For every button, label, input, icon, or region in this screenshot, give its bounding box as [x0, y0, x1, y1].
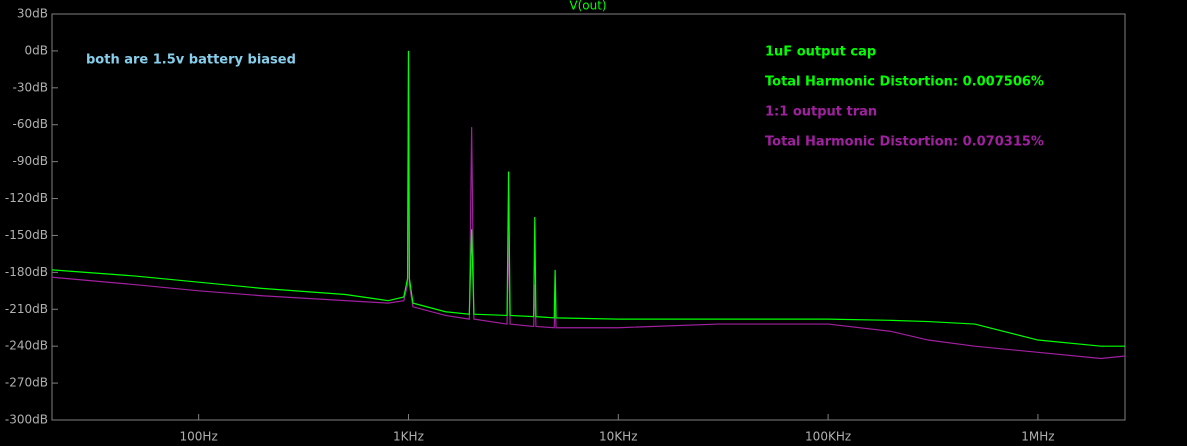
y-tick-label: -150dB [5, 228, 48, 242]
series-line [51, 50, 1126, 360]
y-tick-label: -240dB [5, 339, 48, 353]
series-line [51, 50, 1125, 347]
legend-label: 1:1 output tran [765, 105, 877, 120]
x-tick-label: 100Hz [180, 430, 218, 444]
legend-thd: Total Harmonic Distortion: 0.070315% [765, 135, 1044, 150]
plot-frame [51, 13, 1126, 421]
y-tick-label: -30dB [13, 80, 48, 94]
y-tick-label: -270dB [5, 376, 48, 390]
annotation: both are 1.5v battery biased [86, 53, 296, 68]
x-tick-label: 10KHz [599, 430, 637, 444]
chart-title: V(out) [569, 0, 606, 13]
legend-thd: Total Harmonic Distortion: 0.007506% [765, 75, 1044, 90]
y-tick-label: -120dB [5, 191, 48, 205]
y-tick-label: -300dB [5, 413, 48, 427]
y-tick-label: -210dB [5, 302, 48, 316]
legend-label: 1uF output cap [765, 45, 876, 60]
x-tick-label: 100KHz [805, 430, 851, 444]
x-tick-label: 1KHz [393, 430, 424, 444]
y-tick-label: 30dB [17, 7, 48, 21]
y-tick-label: -90dB [13, 154, 48, 168]
y-tick-label: 0dB [25, 43, 48, 57]
y-tick-label: -180dB [5, 265, 48, 279]
y-tick-label: -60dB [13, 117, 48, 131]
x-tick-label: 1MHz [1021, 430, 1054, 444]
